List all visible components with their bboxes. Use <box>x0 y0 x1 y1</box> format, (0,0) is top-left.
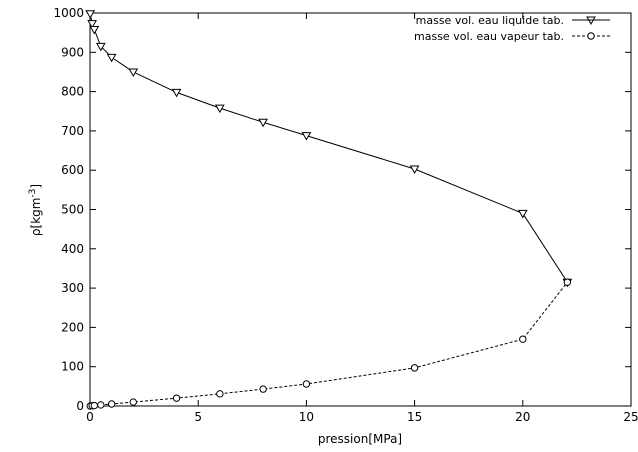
data-point-vapour <box>563 278 572 286</box>
data-point-liquid <box>301 132 312 141</box>
y-tick-label: 0 <box>76 399 84 413</box>
data-point-liquid <box>87 20 98 29</box>
data-point-vapour <box>172 394 181 402</box>
data-point-liquid <box>89 26 100 35</box>
legend-label-liquid: masse vol. eau liquide tab. <box>416 14 564 27</box>
data-point-vapour <box>107 400 116 408</box>
x-tick-label: 0 <box>86 410 94 424</box>
y-tick-label: 900 <box>61 45 84 59</box>
data-point-liquid <box>258 118 268 128</box>
series-line-0 <box>89 13 568 283</box>
plot-frame <box>89 12 632 407</box>
y-tick-label: 1000 <box>53 6 84 20</box>
data-point-vapour <box>519 335 527 343</box>
x-axis-label: pression[MPa] <box>318 432 402 446</box>
y-tick-label: 300 <box>61 281 84 295</box>
y-axis-label-main: ρ[kgm <box>29 198 43 237</box>
data-point-liquid <box>214 104 225 114</box>
data-point-liquid <box>517 209 528 219</box>
x-tick-label: 5 <box>194 410 202 424</box>
y-axis-label-exponent: -3 <box>28 189 38 198</box>
legend: masse vol. eau liquide tab. masse vol. e… <box>414 14 610 43</box>
y-tick-label: 500 <box>61 203 84 217</box>
data-point-vapour <box>97 401 105 409</box>
y-axis-label-close: ] <box>29 184 43 189</box>
x-tick-label: 25 <box>623 410 638 424</box>
y-tick-label: 800 <box>61 85 84 99</box>
data-point-vapour <box>302 380 311 388</box>
data-point-vapour <box>90 401 99 410</box>
data-point-vapour <box>259 385 267 393</box>
x-tick-label: 15 <box>407 410 422 424</box>
data-point-liquid <box>85 10 96 19</box>
y-tick-label: 700 <box>61 124 84 138</box>
data-point-liquid <box>128 68 139 77</box>
data-point-liquid <box>106 53 117 63</box>
data-point-vapour <box>129 398 137 406</box>
data-point-liquid <box>409 165 420 175</box>
data-point-liquid <box>95 42 106 52</box>
x-tick-label: 20 <box>515 410 530 424</box>
x-tick-label: 10 <box>299 410 314 424</box>
axis-ticks: 0 5 10 15 20 25 0 100 200 300 400 500 600 700 800 900 10… <box>53 6 638 424</box>
data-point-vapour <box>216 390 224 398</box>
series-line-1 <box>90 281 568 407</box>
legend-label-vapour: masse vol. eau vapeur tab. <box>414 30 564 43</box>
y-tick-label: 600 <box>61 163 84 177</box>
legend-marker-vapour <box>587 32 595 40</box>
y-tick-label: 200 <box>61 320 84 334</box>
legend-marker-liquid <box>586 16 596 26</box>
data-point-vapour <box>410 364 419 372</box>
y-tick-label: 100 <box>61 360 84 374</box>
y-tick-label: 400 <box>61 242 84 256</box>
y-axis-label: ρ[kgm-3] <box>28 184 43 236</box>
series-layer <box>85 10 573 410</box>
data-point-liquid <box>171 88 182 98</box>
